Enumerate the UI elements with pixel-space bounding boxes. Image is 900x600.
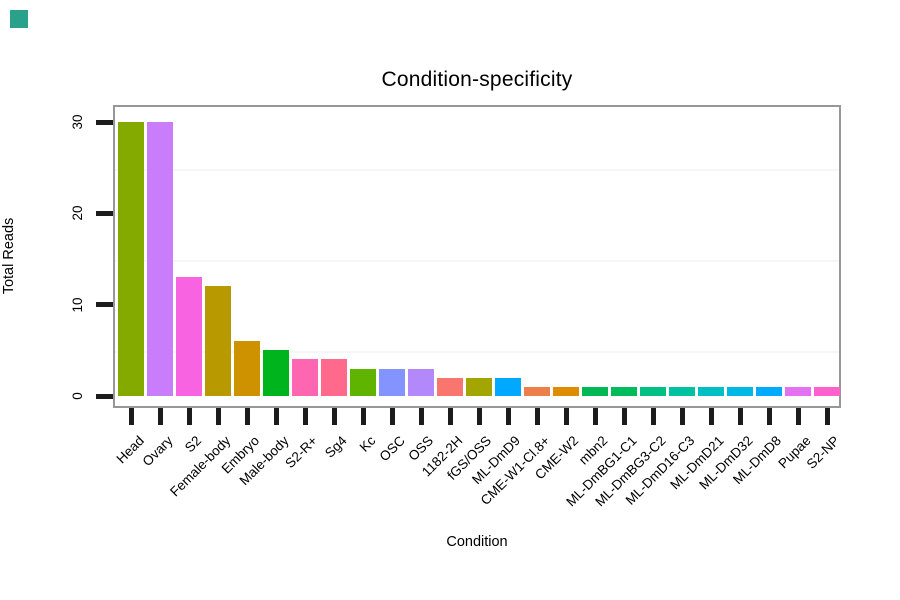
x-tick-mark	[273, 408, 279, 425]
y-tick-label-20: 20	[69, 205, 85, 221]
bar-ML-DmD32	[727, 386, 753, 396]
y-tick-mark	[96, 302, 113, 308]
minor-gridline	[115, 351, 839, 354]
bar-OSS	[408, 368, 434, 396]
corner-marker-square	[10, 10, 28, 28]
chart-title: Condition-specificity	[381, 68, 573, 91]
x-tick-mark	[534, 408, 540, 425]
minor-gridline	[115, 168, 839, 171]
x-tick-mark	[302, 408, 308, 425]
x-tick-mark	[708, 408, 714, 425]
x-tick-mark	[186, 408, 192, 425]
bar-ML-DmBG3-C2	[640, 386, 666, 396]
bar-Embryo	[234, 341, 260, 396]
bar-Sg4	[321, 359, 347, 396]
x-tick-mark	[389, 408, 395, 425]
x-tick-mark	[331, 408, 337, 425]
y-axis-title: Total Reads	[1, 217, 17, 295]
bar-ML-DmD16-C3	[669, 386, 695, 396]
minor-gridline	[115, 260, 839, 262]
bar-Female-body	[205, 286, 231, 396]
x-tick-mark	[128, 408, 134, 425]
bar-CME-W2	[553, 386, 579, 396]
x-tick-mark	[592, 408, 598, 425]
bar-OSC	[379, 368, 405, 396]
x-tick-mark	[563, 408, 569, 425]
bar-Male-body	[263, 350, 289, 396]
bar-fGS/OSS	[466, 377, 492, 396]
bar-Pupae	[785, 386, 811, 396]
x-tick-mark	[505, 408, 511, 425]
x-tick-label-text: Kc	[356, 433, 379, 455]
x-tick-label-text: Sg4	[322, 433, 350, 461]
x-tick-mark	[244, 408, 250, 425]
bar-Ovary	[147, 122, 173, 396]
x-tick-label-text: Ovary	[139, 433, 176, 470]
y-tick-label-0: 0	[69, 392, 85, 400]
bar-S2-R+	[292, 359, 318, 396]
y-tick-label-30: 30	[69, 114, 85, 130]
bar-1182-2H	[437, 377, 463, 396]
x-tick-mark	[737, 408, 743, 425]
y-tick-mark	[96, 393, 113, 399]
bar-ML-DmD9	[495, 377, 521, 396]
bar-S2-NP	[814, 386, 840, 396]
bar-S2	[176, 277, 202, 396]
x-tick-label-text: S2	[182, 433, 205, 456]
x-tick-mark	[360, 408, 366, 425]
x-tick-mark	[679, 408, 685, 425]
x-tick-mark	[824, 408, 830, 425]
bar-ML-DmD21	[698, 386, 724, 396]
bar-mbn2	[582, 386, 608, 396]
x-tick-mark	[447, 408, 453, 425]
x-axis-title: Condition	[446, 534, 508, 550]
y-tick-mark	[96, 119, 113, 125]
bar-Head	[118, 122, 144, 396]
x-tick-mark	[650, 408, 656, 425]
x-tick-mark	[795, 408, 801, 425]
x-tick-mark	[157, 408, 163, 425]
x-tick-label-text: S2-R+	[282, 433, 321, 471]
y-tick-label-10: 10	[69, 297, 85, 313]
bar-ML-DmD8	[756, 386, 782, 396]
x-tick-mark	[621, 408, 627, 425]
bar-Kc	[350, 368, 376, 396]
x-tick-mark	[215, 408, 221, 425]
bar-ML-DmBG1-C1	[611, 386, 637, 396]
y-tick-mark	[96, 210, 113, 216]
x-tick-mark	[476, 408, 482, 425]
x-tick-mark	[766, 408, 772, 425]
x-tick-mark	[418, 408, 424, 425]
x-tick-label-text: OSC	[376, 433, 408, 465]
bar-CME-W1-Cl.8+	[524, 386, 550, 396]
